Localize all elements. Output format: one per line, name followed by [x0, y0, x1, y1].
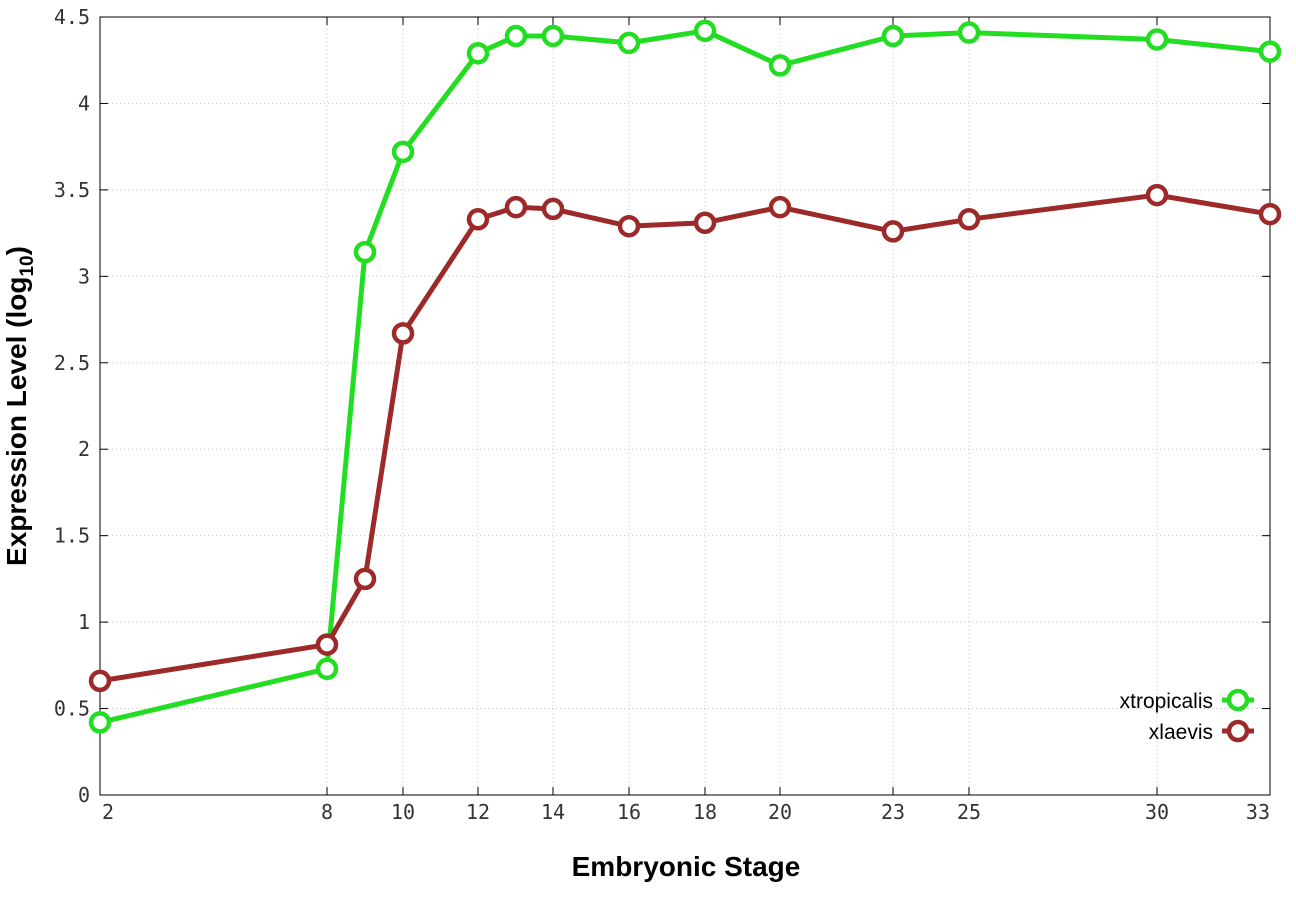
- data-point: [1145, 183, 1169, 207]
- data-point: [466, 42, 490, 65]
- series-layer: [88, 19, 1282, 734]
- data-point: [957, 21, 981, 44]
- data-point: [353, 240, 377, 264]
- data-point: [693, 19, 717, 43]
- series-line-xtropicalis: [99, 28, 1271, 725]
- data-point: [693, 211, 717, 234]
- legend: xtropicalis xlaevis: [1120, 688, 1254, 744]
- y-tick-label: 2: [78, 437, 90, 461]
- data-point: [768, 54, 792, 77]
- x-tick-label: 33: [1246, 800, 1270, 824]
- x-tick-label: 23: [881, 800, 905, 824]
- y-tick-label: 0: [78, 783, 90, 807]
- y-tick-label: 3: [78, 264, 90, 288]
- data-point: [617, 214, 641, 238]
- legend-item-xtropicalis: xtropicalis: [1120, 688, 1254, 713]
- x-tick-label: 10: [391, 800, 415, 824]
- y-tick-label: 1: [78, 610, 90, 634]
- data-point: [768, 195, 792, 219]
- data-point: [88, 711, 112, 734]
- y-axis-title: Expression Level (log10): [1, 246, 38, 566]
- data-point: [957, 208, 981, 231]
- x-tick-label: 18: [693, 800, 717, 824]
- data-point: [617, 31, 641, 55]
- y-tick-label: 1.5: [54, 524, 90, 548]
- data-point: [391, 140, 415, 164]
- y-axis-title-subscript: 10: [17, 255, 38, 276]
- data-point: [881, 24, 905, 48]
- x-tick-label: 30: [1145, 800, 1169, 824]
- y-axis-title-close: ): [1, 246, 32, 255]
- x-tick-labels: 2 8 10 12 14 16 18 20 23 25 30 33: [102, 800, 1270, 824]
- series-xtropicalis: [88, 19, 1282, 734]
- series-xlaevis: [88, 183, 1282, 693]
- x-axis-title: Embryonic Stage: [572, 851, 801, 882]
- data-point: [88, 669, 112, 693]
- x-tick-label: 14: [541, 800, 565, 824]
- legend-item-xlaevis: xlaevis: [1149, 719, 1254, 744]
- x-tick-label: 25: [957, 800, 981, 824]
- data-point: [504, 195, 528, 219]
- gridlines: [100, 17, 1270, 795]
- x-tick-label: 16: [617, 800, 641, 824]
- y-tick-label: 3.5: [54, 178, 90, 202]
- x-tick-label: 12: [466, 800, 490, 824]
- legend-label: xlaevis: [1149, 721, 1213, 744]
- data-point: [1145, 28, 1169, 51]
- data-point: [353, 567, 377, 591]
- legend-label: xtropicalis: [1120, 690, 1213, 713]
- data-point: [1258, 202, 1282, 226]
- data-point: [315, 633, 339, 656]
- x-tick-label: 20: [768, 800, 792, 824]
- data-point: [541, 197, 565, 221]
- plot-frame: [99, 16, 1271, 796]
- y-tick-labels: 0 0.5 1 1.5 2 2.5 3 3.5 4 4.5: [54, 5, 90, 807]
- y-tick-label: 4: [78, 91, 90, 115]
- data-point: [504, 24, 528, 48]
- data-point: [315, 657, 339, 681]
- data-point: [466, 208, 490, 231]
- y-tick-label: 2.5: [54, 351, 90, 375]
- data-point: [391, 322, 415, 345]
- data-point: [881, 220, 905, 243]
- legend-marker: [1226, 719, 1250, 743]
- y-axis-title-main: Expression Level (log: [1, 277, 32, 566]
- y-tick-label: 4.5: [54, 5, 90, 29]
- x-tick-label: 8: [321, 800, 333, 824]
- legend-marker: [1226, 688, 1250, 712]
- data-point: [541, 24, 565, 48]
- series-line-xlaevis: [99, 192, 1271, 684]
- x-tick-label: 2: [102, 800, 114, 824]
- y-tick-label: 0.5: [54, 697, 90, 721]
- data-point: [1258, 40, 1282, 63]
